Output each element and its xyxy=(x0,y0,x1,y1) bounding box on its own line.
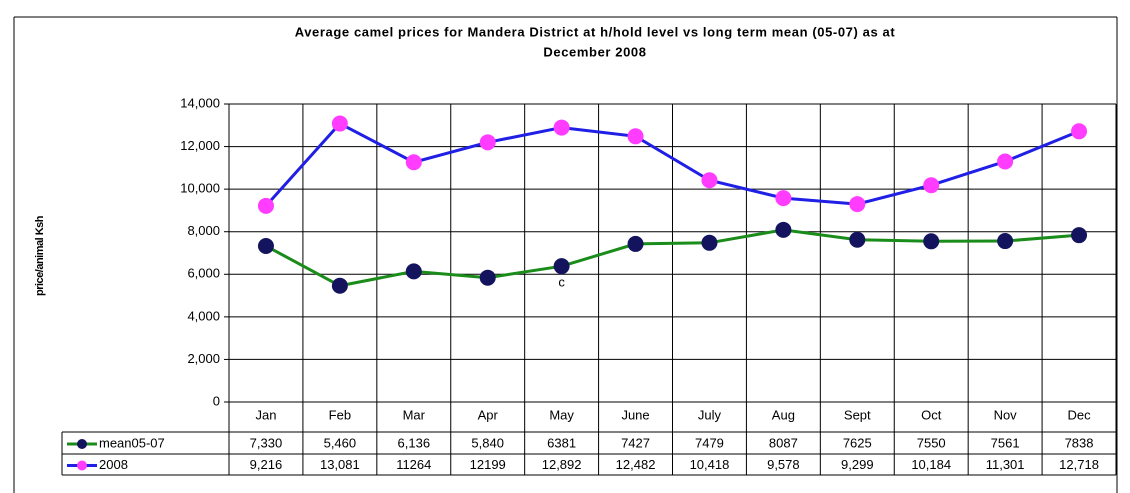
legend-label: mean05-07 xyxy=(99,435,165,450)
x-tick-label: Dec xyxy=(1067,407,1091,422)
table-value: 12,482 xyxy=(616,457,656,472)
table-value: 7838 xyxy=(1065,435,1094,450)
table-value: 9,578 xyxy=(767,457,800,472)
table-value: 10,418 xyxy=(690,457,730,472)
y-tick-label: 4,000 xyxy=(187,308,220,323)
marker xyxy=(553,119,570,136)
marker xyxy=(257,197,274,214)
table-value: 7427 xyxy=(621,435,650,450)
marker xyxy=(405,263,422,280)
x-tick-label: Mar xyxy=(403,407,426,422)
x-tick-label: July xyxy=(698,407,722,422)
series-line xyxy=(265,228,1080,288)
table-value: 7561 xyxy=(991,435,1020,450)
y-tick-label: 12,000 xyxy=(180,138,220,153)
y-tick-label: 6,000 xyxy=(187,266,220,281)
table-value: 6,136 xyxy=(398,435,431,450)
x-tick-label: Feb xyxy=(329,407,351,422)
legend-label: 2008 xyxy=(99,457,128,472)
chart-title: December 2008 xyxy=(543,44,646,59)
marker xyxy=(627,128,644,145)
y-tick-label: 8,000 xyxy=(187,223,220,238)
table-value: 12199 xyxy=(470,457,506,472)
table-value: 9,216 xyxy=(250,457,283,472)
x-tick-label: May xyxy=(549,407,574,422)
marker xyxy=(849,196,866,213)
x-tick-label: Oct xyxy=(921,407,942,422)
x-tick-label: Nov xyxy=(994,407,1018,422)
y-axis-label: price/animal Ksh xyxy=(34,215,46,296)
marker xyxy=(775,190,792,207)
legend-marker xyxy=(77,460,87,471)
table-value: 11,301 xyxy=(986,457,1025,472)
table-value: 7550 xyxy=(917,435,946,450)
marker xyxy=(923,233,940,250)
marker xyxy=(331,277,348,294)
marker xyxy=(405,154,422,171)
table-value: 8087 xyxy=(769,435,798,450)
marker xyxy=(701,234,718,251)
table-value: 7625 xyxy=(843,435,872,450)
marker xyxy=(997,153,1014,170)
x-tick-label: Aug xyxy=(772,407,795,422)
x-tick-label: Jan xyxy=(255,407,276,422)
marker xyxy=(849,231,866,248)
table-value: 11264 xyxy=(396,457,431,472)
marker xyxy=(627,235,644,252)
x-tick-label: June xyxy=(621,407,649,422)
x-tick-label: Sept xyxy=(844,407,871,422)
table-value: 5,840 xyxy=(471,435,504,450)
table-value: 12,718 xyxy=(1059,457,1099,472)
x-tick-label: Apr xyxy=(478,407,499,422)
table-value: 7,330 xyxy=(250,435,283,450)
table-value: 9,299 xyxy=(841,457,874,472)
y-tick-label: 10,000 xyxy=(180,181,220,196)
table-value: 10,184 xyxy=(911,457,951,472)
table-value: 5,460 xyxy=(324,435,357,450)
series-line xyxy=(264,121,1080,207)
marker xyxy=(775,221,792,238)
marker xyxy=(1071,227,1088,244)
y-tick-label: 0 xyxy=(213,393,220,408)
marker xyxy=(479,134,496,151)
chart-title: Average camel prices for Mandera Distric… xyxy=(295,24,896,39)
marker xyxy=(257,237,274,254)
marker xyxy=(479,269,496,286)
annotation: c xyxy=(558,274,565,289)
y-tick-label: 2,000 xyxy=(187,351,220,366)
table-value: 12,892 xyxy=(542,457,582,472)
marker xyxy=(1071,123,1088,140)
table-value: 13,081 xyxy=(320,457,360,472)
table-value: 7479 xyxy=(695,435,724,450)
marker xyxy=(923,177,940,194)
y-tick-label: 14,000 xyxy=(180,95,220,110)
marker xyxy=(701,172,718,189)
legend-marker xyxy=(77,439,87,449)
marker xyxy=(997,233,1014,250)
marker xyxy=(553,258,570,275)
table-value: 6381 xyxy=(547,435,576,450)
marker xyxy=(331,115,348,132)
